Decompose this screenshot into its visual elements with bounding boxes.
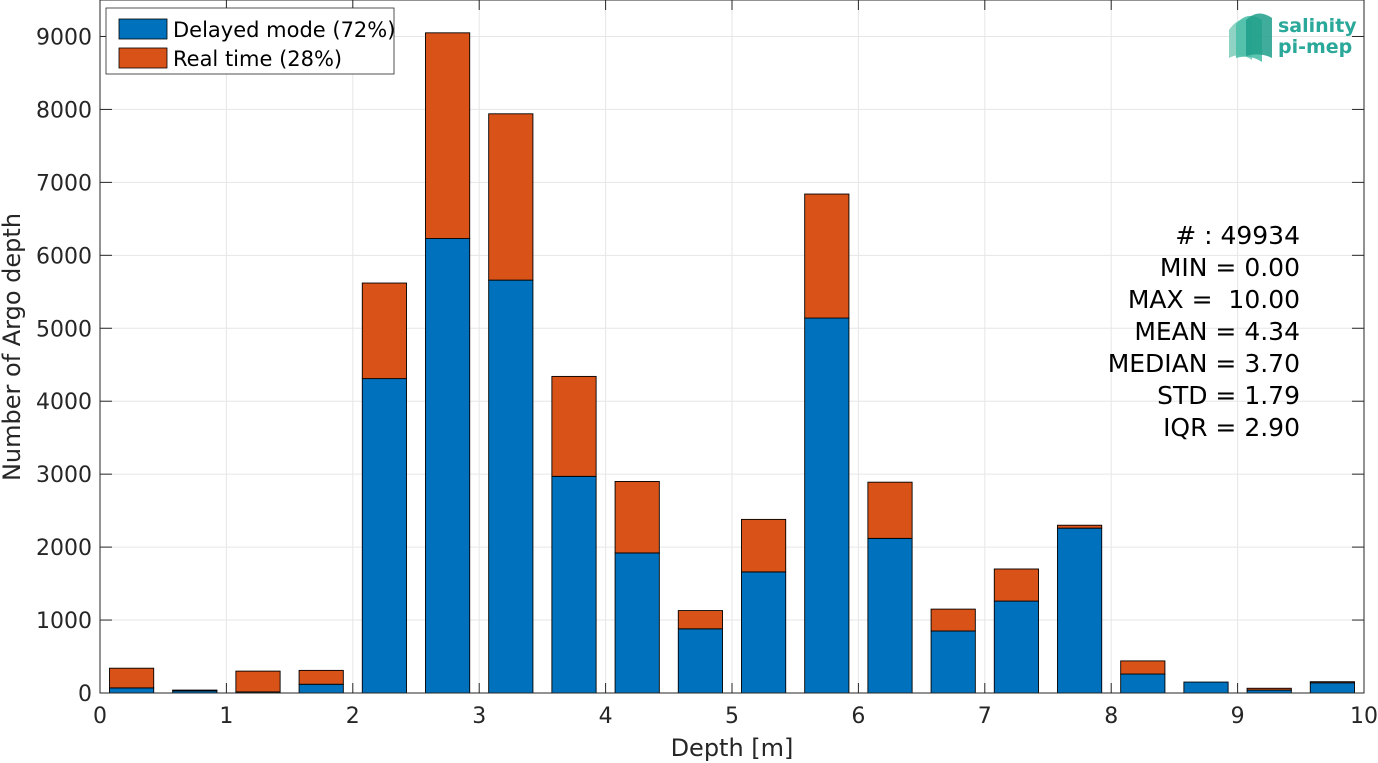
y-tick-label: 3000 (36, 463, 92, 488)
bar-real-time (677, 610, 723, 630)
bar-real-time (867, 481, 913, 539)
bar-delayed-mode (867, 537, 913, 694)
y-tick-label: 9000 (36, 25, 92, 50)
x-tick-label: 2 (346, 704, 360, 729)
x-tick-labels: 0 1 2 3 4 5 6 7 8 9 10 (93, 704, 1378, 729)
bars (109, 32, 1355, 694)
axis-ticks (99, 0, 1365, 694)
stats-annotation: # : 49934 MIN = 0.00 MAX = 10.00 MEAN = … (1108, 221, 1300, 442)
logo-wave-icon (1229, 13, 1272, 62)
y-tick-label: 1000 (36, 609, 92, 634)
stats-iqr: IQR = 2.90 (1163, 413, 1300, 442)
bar-delayed-mode (614, 552, 660, 694)
stats-count: # : 49934 (1175, 221, 1300, 250)
y-tick-label: 0 (78, 682, 92, 707)
bar-delayed-mode (804, 317, 850, 694)
x-tick-label: 8 (1104, 704, 1118, 729)
logo-text-pimep: pi-mep (1278, 36, 1352, 58)
x-tick-label: 1 (219, 704, 233, 729)
bar-real-time (614, 481, 660, 554)
x-tick-label: 9 (1231, 704, 1245, 729)
bar-delayed-mode (1120, 673, 1166, 694)
y-tick-label: 2000 (36, 536, 92, 561)
y-tick-label: 5000 (36, 317, 92, 342)
stats-mean: MEAN = 4.34 (1134, 317, 1300, 346)
bar-delayed-mode (930, 630, 976, 694)
bar-real-time (298, 669, 344, 685)
bar-delayed-mode (1309, 682, 1355, 694)
bar-delayed-mode (361, 378, 407, 694)
bar-real-time (425, 32, 471, 239)
stats-std: STD = 1.79 (1157, 381, 1300, 410)
x-tick-label: 6 (851, 704, 865, 729)
bar-delayed-mode (1057, 527, 1103, 694)
bar-real-time (172, 689, 218, 692)
y-tick-label: 8000 (36, 98, 92, 123)
bar-real-time (1120, 660, 1166, 675)
bar-delayed-mode (993, 600, 1039, 694)
x-tick-label: 10 (1350, 704, 1378, 729)
logo-text-salinity: salinity (1278, 15, 1357, 37)
salinity-pimep-logo: salinity pi-mep (1229, 13, 1357, 62)
bar-delayed-mode (298, 683, 344, 694)
y-axis-title: Number of Argo depth (0, 213, 26, 481)
legend: Delayed mode (72%) Real time (28%) (105, 7, 395, 75)
x-axis-title: Depth [m] (671, 734, 794, 762)
y-tick-label: 7000 (36, 171, 92, 196)
bar-real-time (235, 670, 281, 693)
bar-delayed-mode (1183, 681, 1229, 694)
bar-real-time (488, 113, 534, 281)
stats-min: MIN = 0.00 (1160, 253, 1300, 282)
y-tick-label: 6000 (36, 244, 92, 269)
x-tick-label: 7 (978, 704, 992, 729)
y-tick-labels: 0 1000 2000 3000 4000 5000 6000 7000 8000 9000 (36, 25, 92, 707)
bar-real-time (1057, 524, 1103, 529)
stats-median: MEDIAN = 3.70 (1108, 349, 1300, 378)
bar-delayed-mode (677, 628, 723, 694)
bar-delayed-mode (488, 279, 534, 694)
x-tick-label: 0 (93, 704, 107, 729)
bar-real-time (361, 282, 407, 380)
x-tick-label: 5 (725, 704, 739, 729)
bar-real-time (551, 375, 597, 477)
bar-real-time (930, 608, 976, 632)
bar-delayed-mode (425, 238, 471, 694)
bar-real-time (1246, 687, 1292, 691)
legend-swatch-realtime (118, 47, 168, 69)
y-tick-label: 4000 (36, 390, 92, 415)
legend-swatch-delayed (118, 18, 168, 40)
legend-label-delayed: Delayed mode (72%) (173, 18, 395, 42)
x-tick-label: 4 (599, 704, 613, 729)
bar-delayed-mode (109, 687, 155, 694)
stats-max: MAX = 10.00 (1128, 285, 1300, 314)
x-tick-label: 3 (472, 704, 486, 729)
bar-real-time (741, 518, 787, 573)
legend-label-realtime: Real time (28%) (173, 47, 342, 71)
bar-real-time (993, 568, 1039, 602)
bar-real-time (1309, 681, 1355, 684)
bar-delayed-mode (551, 475, 597, 694)
bar-real-time (109, 667, 155, 689)
bar-delayed-mode (741, 571, 787, 694)
bar-real-time (804, 193, 850, 319)
